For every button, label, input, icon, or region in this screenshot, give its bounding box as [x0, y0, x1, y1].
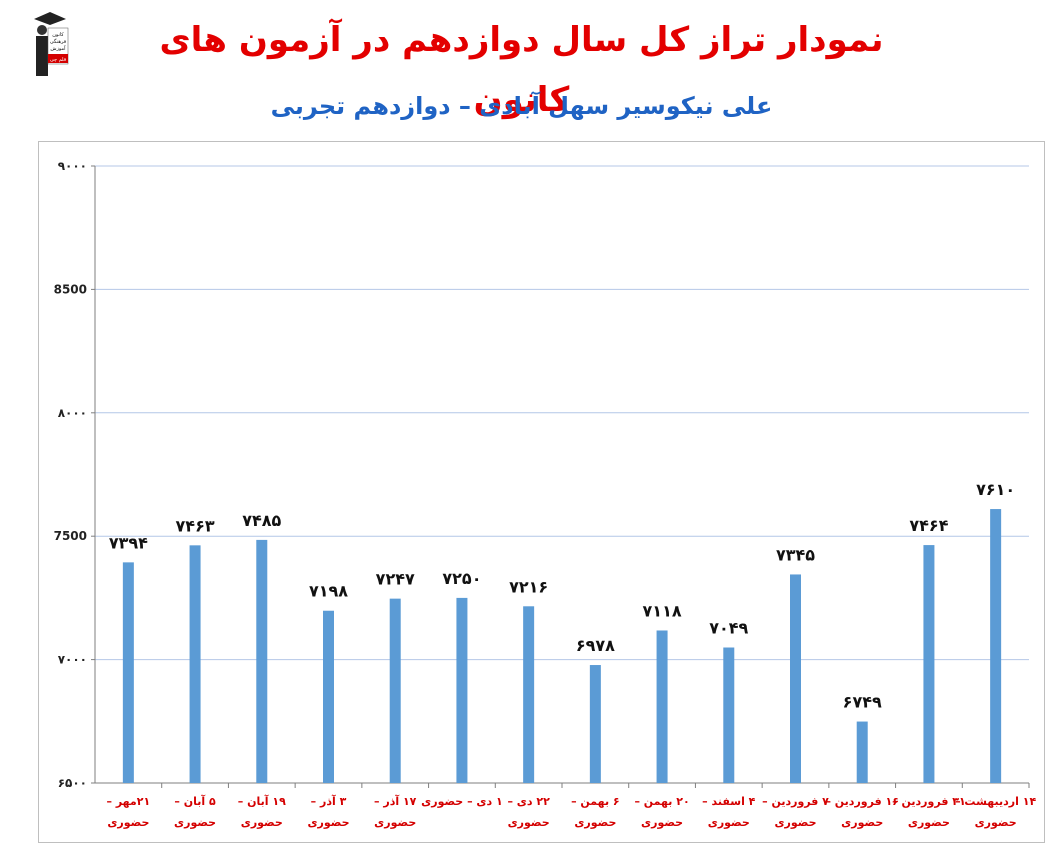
x-category-label: حضوری — [174, 816, 216, 829]
x-category-label: حضوری — [574, 816, 616, 829]
bar — [256, 539, 268, 783]
bar — [122, 562, 134, 783]
x-category-label: ۳ آذر – — [311, 794, 347, 808]
bar — [456, 597, 468, 783]
data-label: ۷۱۹۸ — [309, 582, 348, 601]
bar-chart: ۶۵۰۰ ۷۰۰۰ 7500 ۸۰۰۰ 8500 ۹۰۰۰ ۷۳۹۴ ۲۱مهر – حضوری… — [54, 159, 1037, 829]
data-label: ۷۴۶۳ — [176, 516, 215, 535]
bar — [523, 606, 535, 783]
bar — [723, 647, 735, 783]
x-category-label: ۲۰ بهمن – — [634, 795, 689, 808]
x-category-label: حضوری — [374, 816, 416, 829]
y-tick-label: ۷۰۰۰ — [58, 653, 87, 667]
data-label: ۷۲۵۰ — [442, 569, 481, 588]
bar — [856, 721, 868, 783]
x-category-label: ۲۲ دی – — [507, 795, 550, 808]
bar — [923, 545, 935, 783]
x-category-label: ۱۹ آبان – — [238, 794, 286, 808]
x-category-label: ۱۷ آذر – — [374, 794, 417, 808]
data-label: ۷۴۶۴ — [909, 516, 948, 535]
x-category-label: ۱۶ فروردین – — [825, 795, 899, 808]
x-category-label: ۴ اسفند – — [702, 795, 756, 808]
chart-subtitle: علی نیکوسیر سهل آبادی – دوازدهم تجربی — [270, 92, 773, 120]
bar — [990, 509, 1002, 783]
logo-text-1: کانون — [52, 32, 64, 38]
x-category-label: حضوری — [307, 816, 349, 829]
x-category-label: ۳۱ فروردین – — [892, 795, 966, 808]
data-label: ۷۳۴۵ — [776, 545, 815, 564]
chart-area: ۶۵۰۰ ۷۰۰۰ 7500 ۸۰۰۰ 8500 ۹۰۰۰ ۷۳۹۴ ۲۱مهر – حضوری… — [38, 141, 1045, 843]
y-tick-label: ۶۵۰۰ — [58, 776, 87, 790]
x-category-label: ۷ فروردین – — [762, 795, 829, 808]
bar — [790, 574, 801, 783]
bar — [189, 545, 201, 783]
logo-text-2: فرهنگی — [50, 38, 67, 45]
x-category-label: حضوری — [107, 816, 149, 829]
y-tick-label: ۸۰۰۰ — [58, 406, 87, 420]
x-category-label: حضوری — [975, 816, 1017, 829]
data-label: ۷۳۹۴ — [109, 533, 148, 552]
x-category-label: حضوری — [641, 816, 683, 829]
data-label: ۷۱۱۸ — [643, 601, 682, 620]
x-category-label: ۵ آبان – — [174, 794, 216, 808]
bar — [656, 630, 668, 783]
x-category-label: ۶ بهمن – — [571, 795, 620, 808]
x-category-label: ۱ دی – حضوری — [421, 795, 503, 808]
x-category-label: ۱۴ اردیبهشت – — [955, 795, 1036, 808]
data-label: ۷۴۸۵ — [242, 511, 281, 530]
y-tick-label: 8500 — [54, 282, 87, 296]
x-category-label: حضوری — [908, 816, 950, 829]
logo-text-4: قلم چی — [50, 57, 67, 63]
bar — [589, 665, 601, 783]
x-category-label: ۲۱مهر – — [107, 795, 151, 808]
data-label: ۷۲۱۶ — [509, 577, 548, 596]
x-category-label: حضوری — [774, 816, 816, 829]
y-tick-label: ۹۰۰۰ — [58, 159, 87, 173]
x-category-label: حضوری — [841, 816, 883, 829]
x-category-label: حضوری — [508, 816, 550, 829]
data-label: ۷۶۱۰ — [976, 480, 1015, 499]
y-tick-label: 7500 — [54, 529, 87, 543]
kanoon-logo: کانون فرهنگی آموزش قلم چی — [30, 10, 70, 80]
chart-title: نمودار تراز کل سال دوازدهم در آزمون های … — [159, 20, 884, 120]
bar — [323, 610, 334, 783]
data-label: ۷۰۴۹ — [709, 619, 748, 638]
x-category-label: حضوری — [241, 816, 283, 829]
data-label: ۶۹۷۸ — [576, 636, 615, 655]
data-label: ۶۷۴۹ — [843, 693, 882, 712]
data-label: ۷۲۴۷ — [376, 570, 415, 589]
logo-text-3: آموزش — [50, 45, 66, 52]
x-category-label: حضوری — [708, 816, 750, 829]
bar — [389, 598, 401, 783]
